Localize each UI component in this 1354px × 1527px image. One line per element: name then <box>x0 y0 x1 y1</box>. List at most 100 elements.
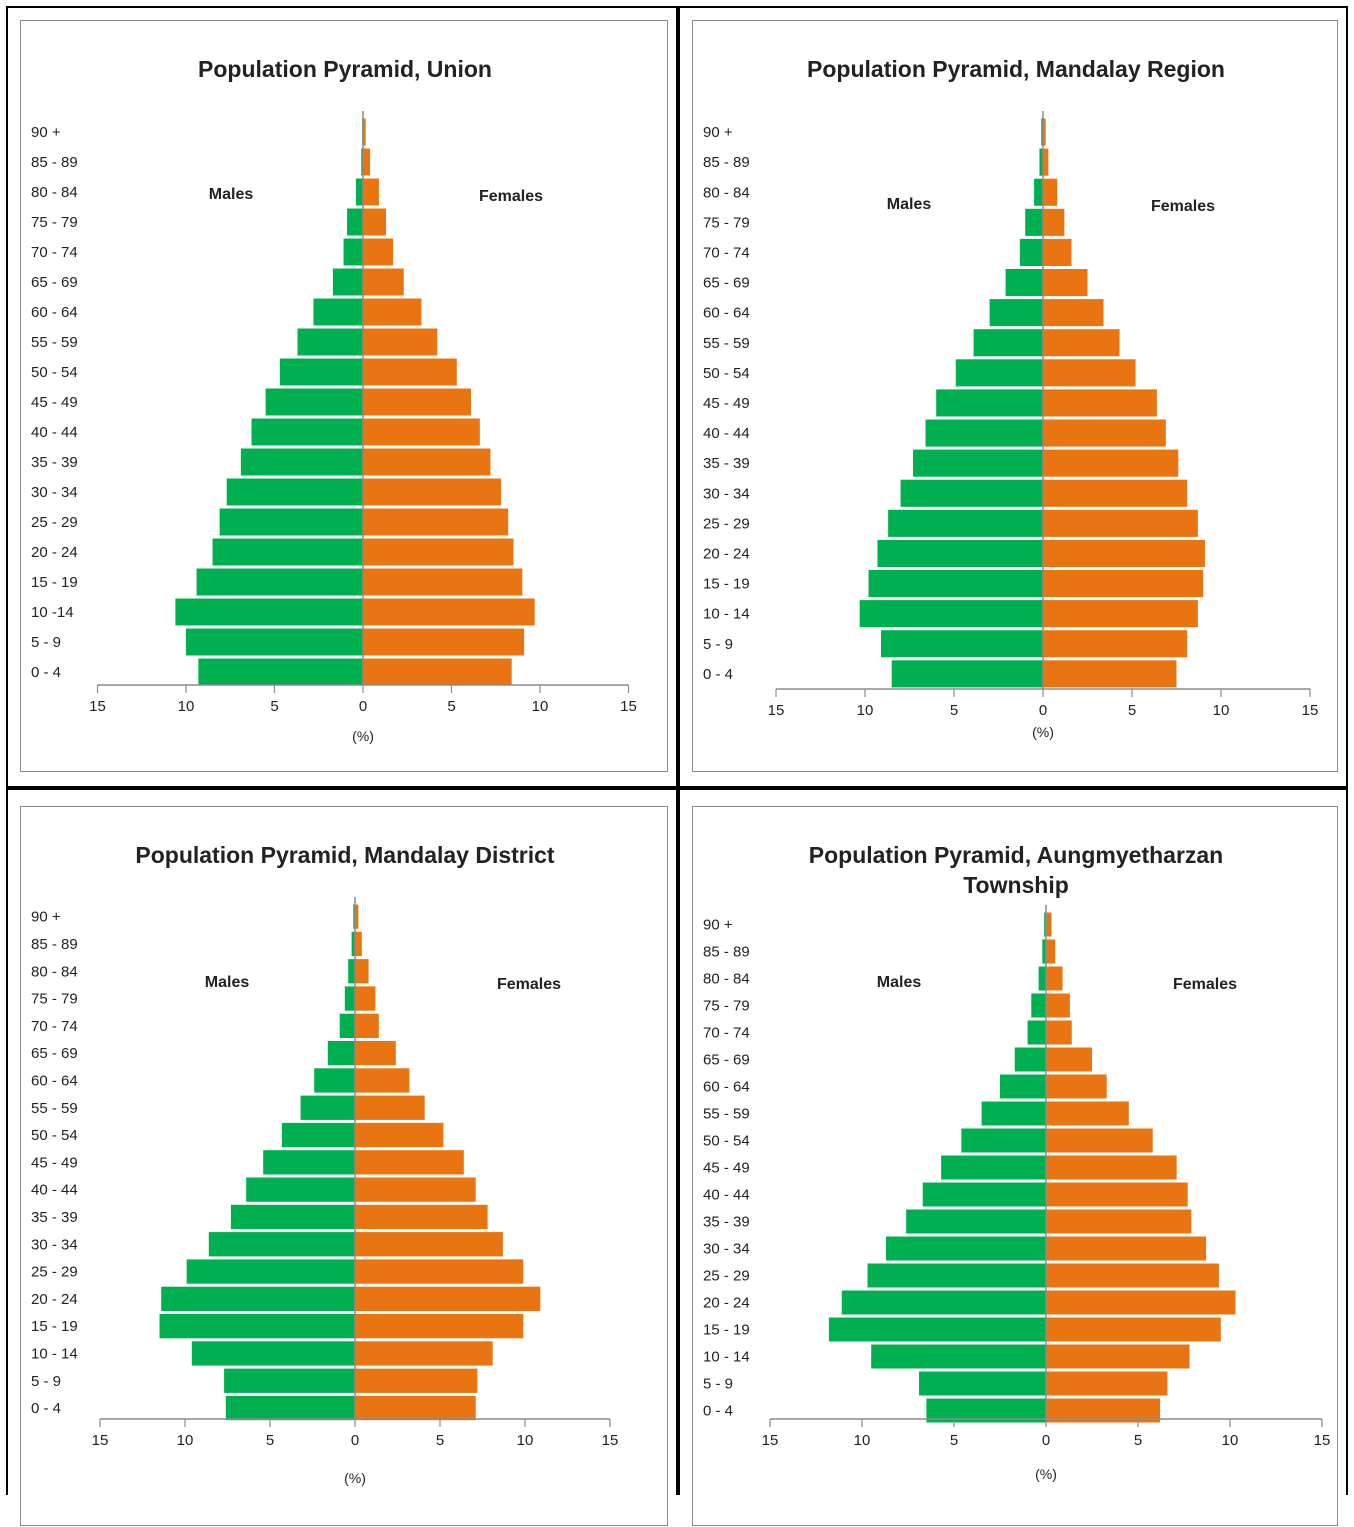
age-group-label: 45 - 49 <box>31 394 78 411</box>
bar-females-16 <box>363 178 379 206</box>
age-group-label: 70 - 74 <box>703 1025 750 1042</box>
x-tick-label: 15 <box>92 1432 109 1449</box>
bar-females-1 <box>355 1368 478 1393</box>
bar-females-14 <box>1046 1020 1072 1045</box>
bar-females-8 <box>355 1177 476 1202</box>
bar-males-0 <box>198 658 363 686</box>
x-tick-label: 15 <box>1302 702 1319 719</box>
bar-males-17 <box>361 148 363 176</box>
bar-females-18 <box>1046 912 1052 937</box>
age-group-label: 15 - 19 <box>703 1322 750 1339</box>
age-group-label: 60 - 64 <box>703 305 750 322</box>
bar-males-3 <box>828 1317 1046 1342</box>
males-label: Males <box>205 974 250 991</box>
bar-females-4 <box>1043 539 1205 567</box>
bar-males-6 <box>885 1236 1046 1261</box>
x-tick-label: 10 <box>854 1432 871 1449</box>
age-group-label: 55 - 59 <box>703 335 750 352</box>
bar-males-1 <box>224 1368 355 1393</box>
bar-females-13 <box>363 268 404 296</box>
age-group-label: 65 - 69 <box>703 1052 750 1069</box>
age-group-label: 85 - 89 <box>31 154 78 171</box>
chart-title: Population Pyramid, Mandalay District <box>135 842 555 868</box>
bar-males-5 <box>888 509 1043 537</box>
bar-females-10 <box>1043 359 1136 387</box>
bar-males-4 <box>841 1290 1046 1315</box>
bar-males-12 <box>1000 1074 1046 1099</box>
age-group-label: 15 - 19 <box>31 1318 78 1335</box>
age-group-label: 65 - 69 <box>31 1045 78 1062</box>
age-group-label: 65 - 69 <box>31 274 78 291</box>
bar-males-7 <box>906 1209 1046 1234</box>
age-group-label: 70 - 74 <box>31 244 78 261</box>
x-tick-label: 0 <box>1039 702 1047 719</box>
x-axis-label: (%) <box>352 728 374 744</box>
age-group-label: 35 - 39 <box>31 1209 78 1226</box>
bar-females-0 <box>363 658 512 686</box>
bar-males-17 <box>351 931 355 957</box>
age-group-label: 45 - 49 <box>703 395 750 412</box>
age-group-label: 80 - 84 <box>31 963 78 980</box>
age-group-label: 20 - 24 <box>703 545 750 562</box>
age-group-label: 80 - 84 <box>703 971 750 988</box>
bar-males-4 <box>161 1286 355 1311</box>
bar-males-8 <box>251 418 363 446</box>
age-group-label: 10 - 14 <box>703 1349 750 1366</box>
bar-females-0 <box>1043 660 1177 688</box>
bar-males-2 <box>175 598 363 626</box>
x-tick-label: 10 <box>517 1432 534 1449</box>
x-tick-label: 15 <box>89 698 106 715</box>
bar-females-12 <box>355 1068 410 1093</box>
bar-males-10 <box>955 359 1043 387</box>
chart-panel-mandalay-region: Population Pyramid, Mandalay Region 0 - 4… <box>692 20 1338 772</box>
bar-males-1 <box>881 630 1043 658</box>
bar-females-10 <box>363 358 457 386</box>
bar-females-4 <box>355 1286 541 1311</box>
bar-females-15 <box>355 986 376 1011</box>
age-group-label: 20 - 24 <box>31 544 78 561</box>
bar-females-17 <box>355 931 362 957</box>
bar-females-6 <box>355 1232 503 1257</box>
bar-males-2 <box>859 600 1043 628</box>
x-tick-label: 15 <box>762 1432 779 1449</box>
bar-females-15 <box>1043 208 1065 236</box>
bar-males-8 <box>246 1177 355 1202</box>
bar-females-13 <box>1046 1047 1092 1072</box>
x-tick-label: 10 <box>857 702 874 719</box>
x-tick-label: 5 <box>447 698 455 715</box>
bar-females-1 <box>1043 630 1188 658</box>
chart-panel-mandalay-district: Population Pyramid, Mandalay District 0 -… <box>20 806 668 1526</box>
age-group-label: 90 + <box>31 909 61 926</box>
chart-panel-aungmyetharzan-township: Population Pyramid, Aungmyetharzan Townsh… <box>692 806 1338 1526</box>
age-group-label: 30 - 34 <box>703 485 750 502</box>
x-tick-label: 5 <box>266 1432 274 1449</box>
bar-females-11 <box>1046 1101 1129 1126</box>
age-group-label: 15 - 19 <box>703 576 750 593</box>
bar-females-6 <box>1043 479 1188 507</box>
bar-females-6 <box>363 478 502 506</box>
bar-females-3 <box>355 1314 524 1339</box>
age-group-label: 5 - 9 <box>31 634 61 651</box>
age-group-label: 60 - 64 <box>31 1072 78 1089</box>
bar-males-16 <box>1034 178 1043 206</box>
bar-males-10 <box>281 1122 355 1148</box>
age-group-label: 40 - 44 <box>703 1187 750 1204</box>
x-tick-label: 0 <box>351 1432 359 1449</box>
cell-mandalay-district: Population Pyramid, Mandalay District 0 -… <box>6 788 678 1526</box>
bar-females-14 <box>1043 238 1072 266</box>
cell-union: Population Pyramid, Union 0 - 4 5 - 9 10 -1… <box>6 6 678 788</box>
age-group-label: 70 - 74 <box>703 244 750 261</box>
age-group-label: 25 - 29 <box>31 1264 78 1281</box>
bar-females-12 <box>1043 299 1104 327</box>
bar-males-0 <box>225 1395 355 1421</box>
bar-males-7 <box>230 1204 355 1230</box>
bar-males-9 <box>265 388 363 416</box>
bar-males-15 <box>1031 993 1046 1018</box>
bar-females-11 <box>363 328 438 356</box>
bar-males-12 <box>314 1068 355 1093</box>
x-axis-label: (%) <box>1032 724 1054 740</box>
pyramid-chart-mandalay-region: Population Pyramid, Mandalay Region 0 - 4… <box>703 56 1319 740</box>
bar-females-18 <box>363 118 366 146</box>
females-label: Females <box>1173 976 1237 993</box>
age-group-label: 40 - 44 <box>703 425 750 442</box>
